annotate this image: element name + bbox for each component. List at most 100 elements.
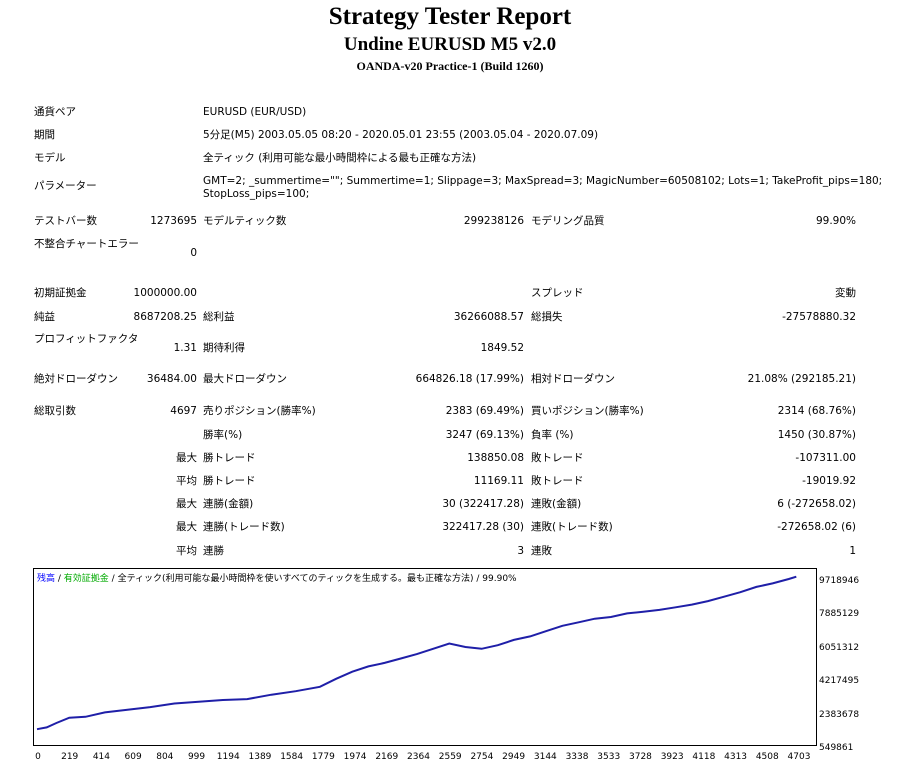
abs-dd-label: 絶対ドローダウン <box>34 373 118 385</box>
avg-label: 平均 <box>176 475 197 487</box>
x-tick-label: 4118 <box>692 752 716 762</box>
x-tick-label: 1584 <box>280 752 304 762</box>
x-tick-label: 3144 <box>533 752 557 762</box>
params-label: パラメーター <box>34 180 97 192</box>
total-trades-value: 4697 <box>170 405 197 417</box>
x-tick-label: 1779 <box>311 752 335 762</box>
bars-label: テストバー数 <box>34 215 97 227</box>
x-tick-label: 1974 <box>343 752 367 762</box>
x-tick-label: 4508 <box>755 752 779 762</box>
ticks-label: モデルティック数 <box>203 215 287 227</box>
avg-loss-label: 敗トレード <box>531 475 584 487</box>
win-rate-value: 3247 (69.13%) <box>445 429 524 441</box>
max-consec-win-label: 連勝(金額) <box>203 498 254 510</box>
y-tick-label: 6051312 <box>819 642 860 653</box>
params-line2: StopLoss_pips=100; <box>203 188 310 200</box>
expected-value: 1849.52 <box>480 342 524 354</box>
net-label: 純益 <box>34 311 55 323</box>
y-tick-label: 4217495 <box>819 676 860 687</box>
win-rate-label: 勝率(%) <box>203 429 243 441</box>
x-tick-label: 4313 <box>724 752 748 762</box>
x-tick-label: 2754 <box>470 752 494 762</box>
max-consec-loss-value: 6 (-272658.02) <box>777 498 856 510</box>
params-line1: GMT=2; _summertime=""; Summertime=1; Sli… <box>203 175 883 187</box>
x-tick-label: 999 <box>187 752 206 762</box>
avg-label-2: 平均 <box>176 545 197 557</box>
x-tick-label: 219 <box>61 752 79 762</box>
largest-win-value: 138850.08 <box>467 452 524 464</box>
model-value: 全ティック (利用可能な最小時間枠による最も正確な方法) <box>203 152 477 164</box>
x-tick-label: 0 <box>35 752 41 762</box>
abs-dd-value: 36484.00 <box>146 373 197 385</box>
x-tick-label: 2364 <box>407 752 430 762</box>
legend-balance: 残高 <box>37 574 56 584</box>
quality-value: 99.90% <box>815 215 856 227</box>
ticks-value: 299238126 <box>463 215 524 227</box>
equity-chart-frame <box>33 568 817 746</box>
period-label: 期間 <box>34 129 55 141</box>
deposit-label: 初期証拠金 <box>34 287 87 299</box>
balance-line <box>36 575 797 731</box>
report-subtitle: Undine EURUSD M5 v2.0 <box>343 34 557 55</box>
chart-legend: 残高 / 有効証拠金 / 全ティック(利用可能な最小時間枠を使いすべてのティック… <box>37 571 517 584</box>
x-tick-label: 3338 <box>565 752 589 762</box>
gross-loss-value: -27578880.32 <box>782 311 856 323</box>
gross-loss-label: 総損失 <box>531 311 563 323</box>
avg-consec-win-label: 連勝 <box>203 545 224 557</box>
max-label-3: 最大 <box>176 521 197 533</box>
y-tick-label: 2383678 <box>819 709 860 720</box>
deposit-value: 1000000.00 <box>133 287 197 299</box>
avg-win-value: 11169.11 <box>473 475 524 487</box>
x-tick-label: 1194 <box>216 752 240 762</box>
max-consec-profit-label: 連勝(トレード数) <box>203 521 285 533</box>
rel-dd-value: 21.08% (292185.21) <box>747 373 856 385</box>
long-value: 2314 (68.76%) <box>777 405 856 417</box>
x-tick-label: 609 <box>124 752 142 762</box>
max-label: 最大 <box>176 452 197 464</box>
symbol-value: EURUSD (EUR/USD) <box>203 106 307 118</box>
x-tick-label: 414 <box>92 752 110 762</box>
y-tick-label: 9718946 <box>819 576 860 586</box>
legend-sep-1: / <box>55 574 64 584</box>
max-consec-win-value: 30 (322417.28) <box>442 498 524 510</box>
short-value: 2383 (69.49%) <box>445 405 524 417</box>
max-label-2: 最大 <box>176 498 197 510</box>
loss-rate-label: 負率 (%) <box>531 429 574 441</box>
avg-loss-value: -19019.92 <box>802 475 856 487</box>
x-tick-label: 4703 <box>787 752 811 762</box>
period-value: 5分足(M5) 2003.05.05 08:20 - 2020.05.01 23… <box>203 129 599 141</box>
legend-model: 全ティック(利用可能な最小時間枠を使いすべてのティックを生成する。最も正確な方法… <box>117 574 474 584</box>
report-build: OANDA-v20 Practice-1 (Build 1260) <box>356 59 544 73</box>
x-tick-label: 2949 <box>502 752 526 762</box>
net-value: 8687208.25 <box>133 311 197 323</box>
avg-consec-loss-label: 連敗 <box>531 545 552 557</box>
quality-label: モデリング品質 <box>531 215 605 227</box>
report-title: Strategy Tester Report <box>328 3 572 30</box>
x-tick-label: 3923 <box>660 752 684 762</box>
gross-profit-value: 36266088.57 <box>453 311 524 323</box>
legend-quality: / 99.90% <box>473 574 517 584</box>
avg-consec-loss-value: 1 <box>849 545 856 557</box>
x-tick-label: 3533 <box>597 752 621 762</box>
y-tick-label: 549861 <box>819 743 854 753</box>
max-consec-profit-value: 322417.28 (30) <box>442 521 524 533</box>
long-label: 買いポジション(勝率%) <box>531 405 644 417</box>
y-tick-label: 7885129 <box>819 609 860 620</box>
expected-label: 期待利得 <box>203 342 245 354</box>
short-label: 売りポジション(勝率%) <box>203 405 316 417</box>
bars-value: 1273695 <box>150 215 197 227</box>
rel-dd-label: 相対ドローダウン <box>531 373 615 385</box>
x-tick-label: 2169 <box>375 752 399 762</box>
loss-rate-value: 1450 (30.87%) <box>777 429 856 441</box>
largest-loss-value: -107311.00 <box>795 452 856 464</box>
x-tick-label: 2559 <box>438 752 462 762</box>
x-tick-label: 3728 <box>629 752 652 762</box>
legend-equity: 有効証拠金 <box>63 574 109 584</box>
gross-profit-label: 総利益 <box>203 311 235 323</box>
avg-win-label: 勝トレード <box>203 475 256 487</box>
symbol-label: 通貨ペア <box>34 106 76 118</box>
max-consec-lossamt-label: 連敗(トレード数) <box>531 521 613 533</box>
largest-loss-label: 敗トレード <box>531 452 584 464</box>
pf-label: プロフィットファクタ <box>34 333 139 345</box>
pf-value: 1.31 <box>173 342 197 354</box>
